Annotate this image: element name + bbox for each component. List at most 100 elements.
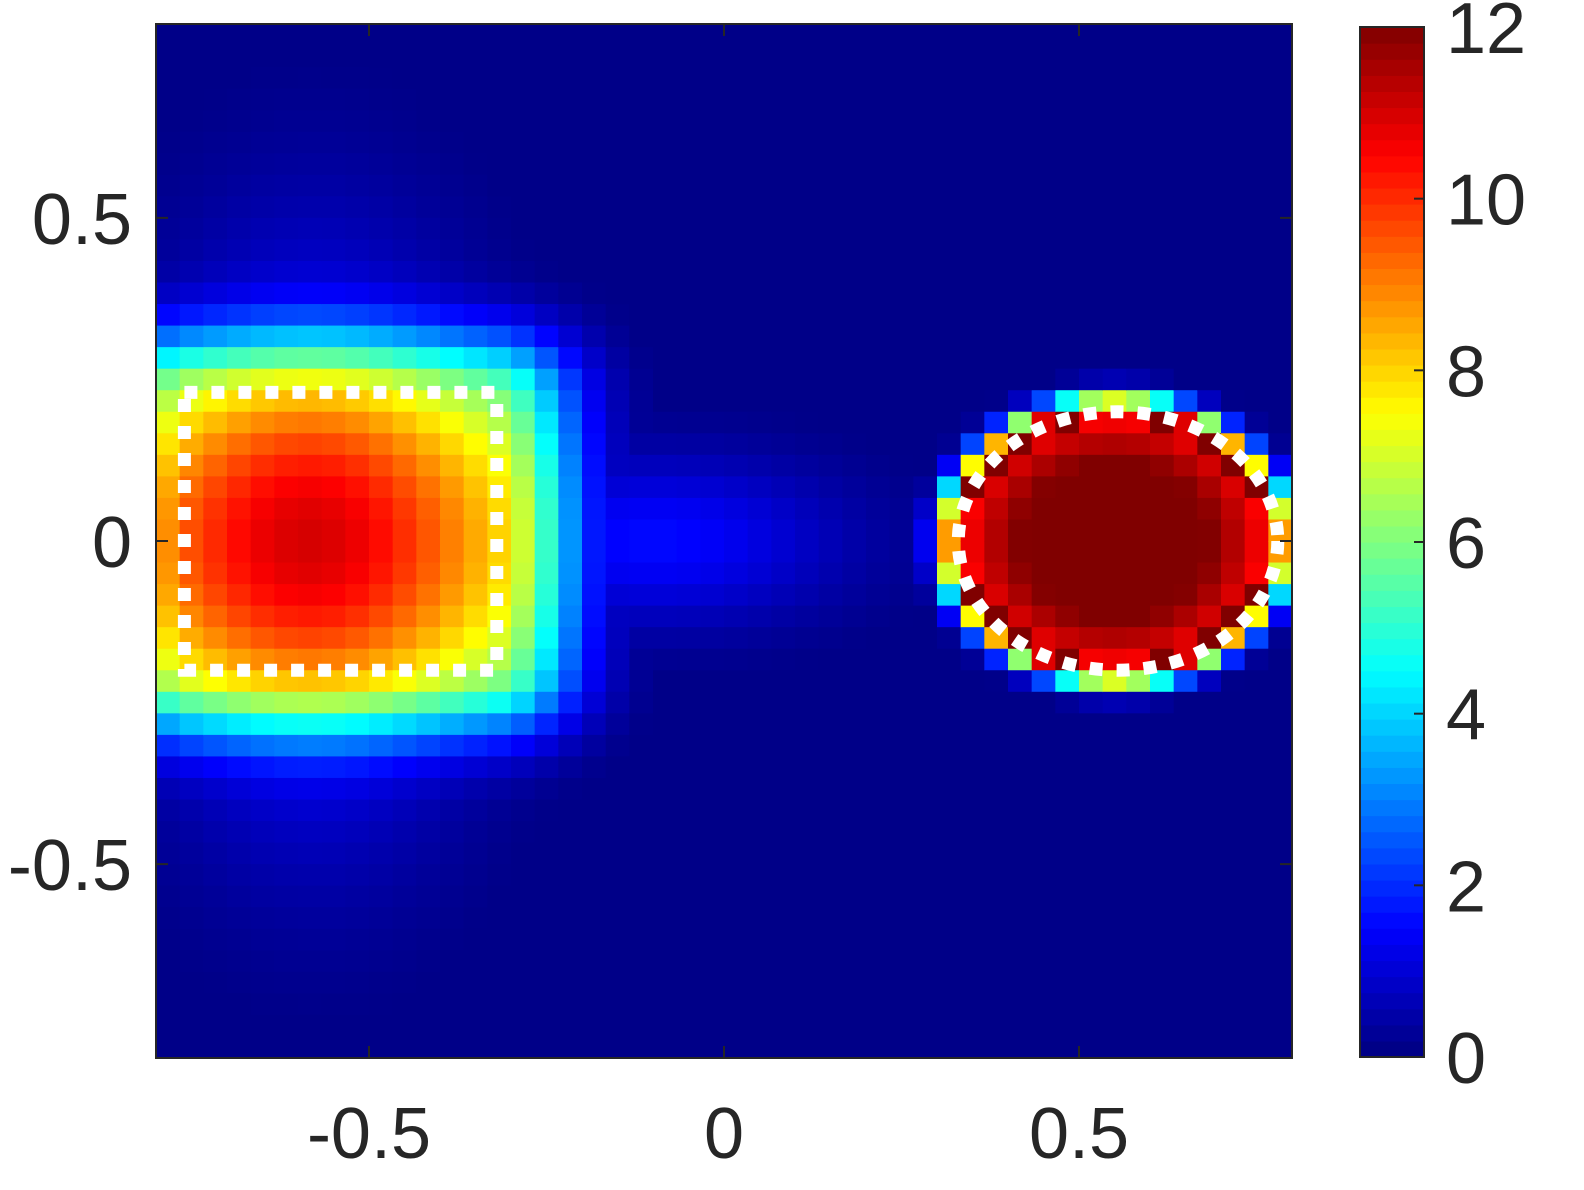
heatmap-cell (156, 648, 181, 671)
heatmap-cell (511, 605, 536, 628)
heatmap-cell (156, 476, 181, 499)
heatmap-cell (1173, 1036, 1198, 1059)
heatmap-cell (250, 217, 275, 241)
heatmap-cell (1102, 347, 1127, 370)
heatmap-cell (487, 304, 512, 327)
heatmap-cell (1244, 648, 1269, 671)
heatmap-cell (1126, 131, 1151, 154)
heatmap-cell (771, 519, 796, 542)
heatmap-cell (747, 799, 772, 822)
heatmap-cell (321, 260, 346, 284)
heatmap-cell (1221, 368, 1246, 391)
heatmap-cell (1031, 821, 1056, 844)
heatmap-cell (1197, 24, 1222, 47)
heatmap-cell (156, 928, 181, 951)
heatmap-cell (345, 907, 370, 930)
heatmap-cell (1102, 971, 1127, 994)
heatmap-cell (227, 691, 252, 714)
heatmap-cell (1268, 454, 1293, 477)
heatmap-cell (984, 196, 1009, 219)
heatmap-cell (889, 584, 914, 607)
heatmap-cell (866, 411, 891, 434)
heatmap-cell (582, 885, 607, 908)
heatmap-cell (1244, 67, 1269, 90)
heatmap-cell (889, 541, 914, 564)
heatmap-cell (1102, 627, 1127, 650)
heatmap-cell (1268, 670, 1293, 693)
heatmap-cell (1268, 864, 1293, 887)
heatmap-cell (960, 260, 985, 284)
heatmap-cell (463, 217, 488, 241)
heatmap-cell (842, 864, 867, 887)
heatmap-cell (866, 627, 891, 650)
heatmap-cell (321, 885, 346, 908)
heatmap-cell (1008, 821, 1033, 844)
heatmap-cell (1102, 864, 1127, 887)
heatmap-cell (392, 217, 417, 241)
heatmap-cell (795, 282, 820, 305)
heatmap-cell (700, 368, 725, 391)
heatmap-cell (771, 670, 796, 693)
heatmap-cell (1221, 110, 1246, 133)
heatmap-cell (558, 691, 583, 714)
heatmap-cell (1031, 777, 1056, 801)
heatmap-cell (747, 88, 772, 111)
heatmap-cell (582, 734, 607, 758)
heatmap-cell (700, 411, 725, 434)
heatmap-cell (747, 174, 772, 197)
heatmap-cell (345, 734, 370, 758)
heatmap-cell (1008, 325, 1033, 348)
heatmap-cell (156, 347, 181, 370)
heatmap-cell (771, 605, 796, 628)
heatmap-cell (250, 1014, 275, 1038)
heatmap-cell (1221, 950, 1246, 973)
heatmap-cell (511, 1036, 536, 1059)
heatmap-cell (511, 497, 536, 521)
heatmap-cell (842, 433, 867, 456)
heatmap-cell (321, 734, 346, 758)
heatmap-cell (511, 1014, 536, 1038)
heatmap-cell (156, 713, 181, 736)
heatmap-cell (156, 411, 181, 434)
heatmap-cell (156, 454, 181, 477)
heatmap-cell (1055, 110, 1080, 133)
heatmap-cell (1031, 239, 1056, 262)
heatmap-cell (771, 24, 796, 47)
heatmap-cell (274, 239, 299, 262)
heatmap-cell (1031, 282, 1056, 305)
heatmap-cell (582, 691, 607, 714)
heatmap-cell (369, 368, 394, 391)
heatmap-cell (795, 174, 820, 197)
heatmap-cell (795, 497, 820, 521)
heatmap-cell (866, 1014, 891, 1038)
heatmap-cell (1126, 907, 1151, 930)
heatmap-cell (227, 67, 252, 90)
heatmap-cell (795, 433, 820, 456)
heatmap-cell (724, 713, 749, 736)
heatmap-cell (440, 777, 465, 801)
heatmap-cell (1197, 713, 1222, 736)
heatmap-cell (463, 67, 488, 90)
heatmap-cell (605, 476, 630, 499)
heatmap-cell (795, 670, 820, 693)
heatmap-cell (558, 239, 583, 262)
heatmap-cell (724, 907, 749, 930)
heatmap-cell (653, 110, 678, 133)
heatmap-cell (1150, 368, 1175, 391)
heatmap-cell (1055, 950, 1080, 973)
heatmap-cell (653, 239, 678, 262)
heatmap-cell (889, 476, 914, 499)
heatmap-cell (298, 67, 323, 90)
heatmap-cell (653, 1014, 678, 1038)
heatmap-cell (842, 67, 867, 90)
colorbar-swatch (1360, 928, 1424, 945)
heatmap-cell (1150, 217, 1175, 241)
heatmap-cell (818, 821, 843, 844)
heatmap-cell (1055, 519, 1080, 542)
heatmap-cell (487, 950, 512, 973)
heatmap-cell (676, 196, 701, 219)
heatmap-cell (463, 24, 488, 47)
heatmap-cell (511, 777, 536, 801)
heatmap-cell (440, 67, 465, 90)
heatmap-cell (179, 282, 204, 305)
